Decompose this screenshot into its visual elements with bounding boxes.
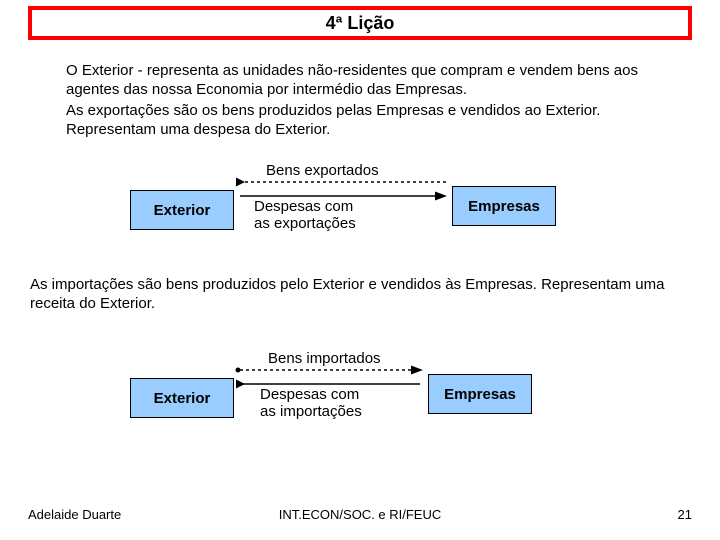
export-expense-l1: Despesas com (254, 198, 353, 215)
import-diagram: Exterior Bens importados Despesas com as… (130, 354, 590, 442)
paragraph-exterior: O Exterior - representa as unidades não-… (66, 62, 666, 100)
export-expense-label: Despesas com as exportações (254, 198, 356, 233)
import-expense-l2: as importações (260, 403, 362, 420)
footer-course: INT.ECON/SOC. e RI/FEUC (0, 507, 720, 522)
paragraph-exports: As exportações são os bens produzidos pe… (66, 102, 666, 140)
lesson-title: 4ª Lição (326, 13, 395, 34)
exterior-box: Exterior (130, 190, 234, 230)
import-expense-label: Despesas com as importações (260, 386, 362, 421)
exterior-box-2: Exterior (130, 378, 234, 418)
paragraph-imports: As importações são bens produzidos pelo … (30, 276, 690, 314)
import-expense-l1: Despesas com (260, 386, 359, 403)
export-diagram: Exterior Bens exportados Despesas com as… (130, 166, 590, 254)
footer-page-number: 21 (678, 507, 692, 522)
goods-exported-arrow (234, 176, 452, 188)
export-expense-l2: as exportações (254, 215, 356, 232)
goods-imported-arrow (234, 364, 428, 376)
empresas-box: Empresas (452, 186, 556, 226)
title-box: 4ª Lição (28, 6, 692, 40)
empresas-box-2: Empresas (428, 374, 532, 414)
